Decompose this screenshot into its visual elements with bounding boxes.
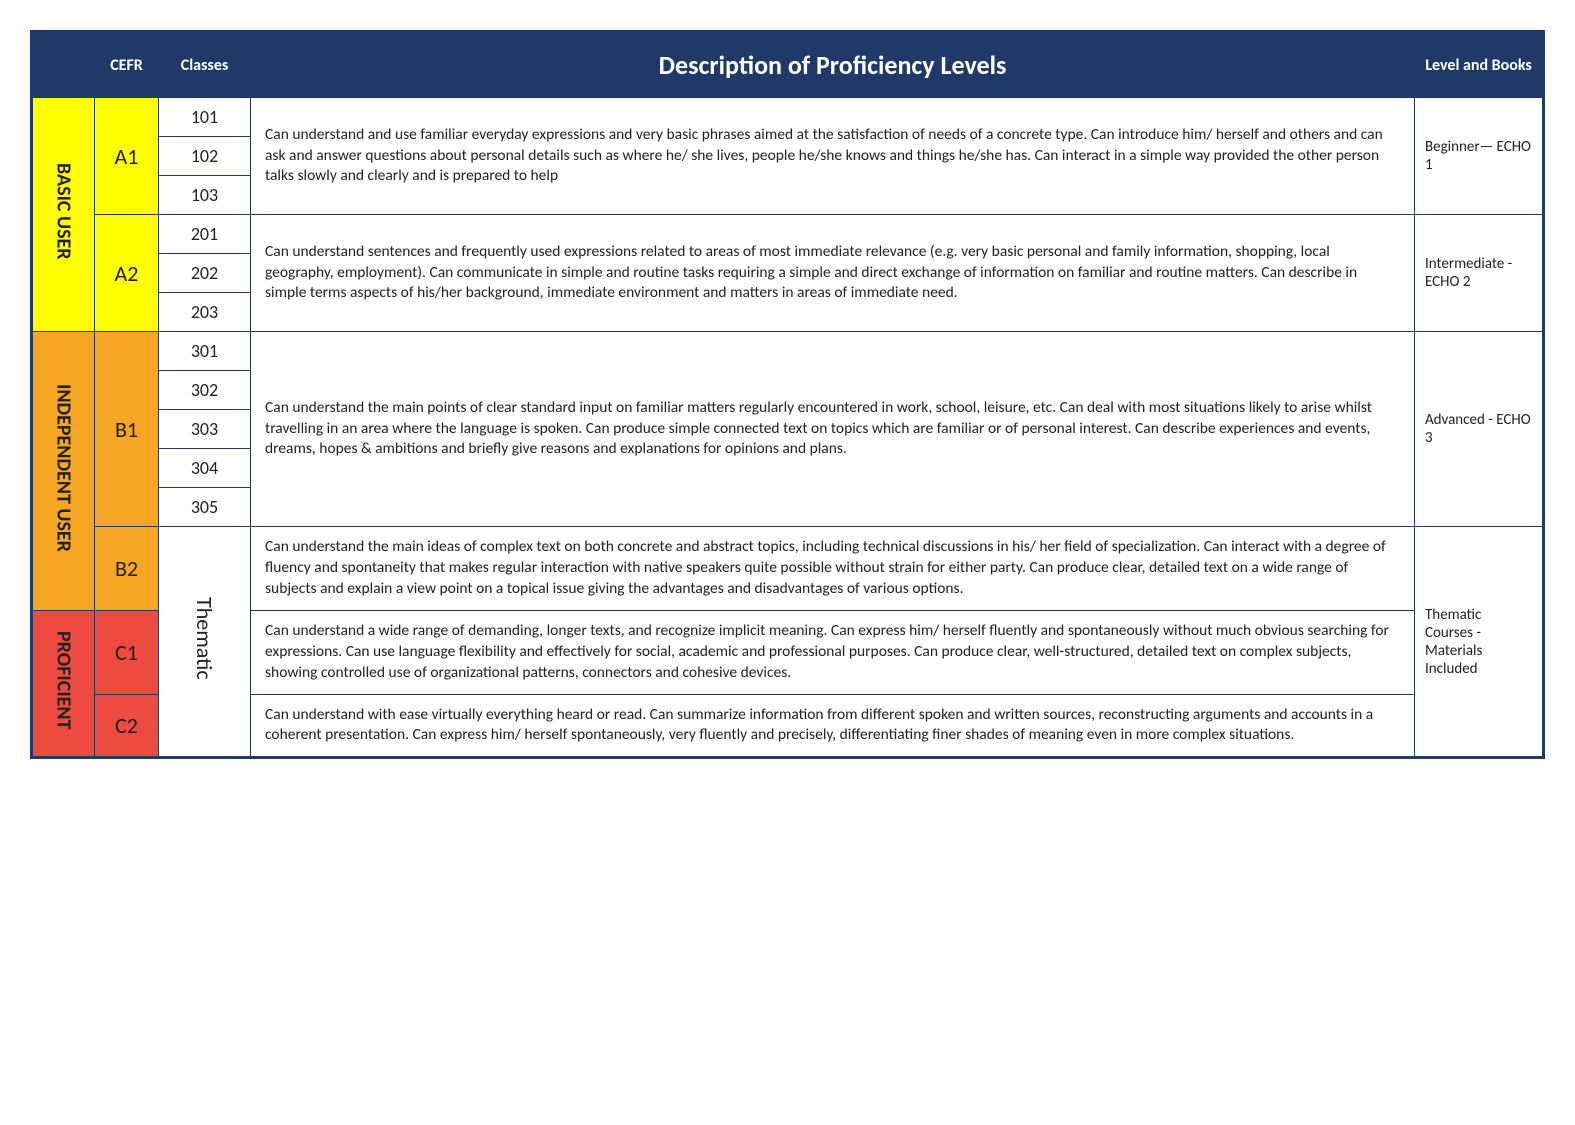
class-203: 203 [159,293,251,332]
desc-c2: Can understand with ease virtually every… [251,694,1415,757]
header-title: Description of Proficiency Levels [251,33,1415,98]
class-304: 304 [159,449,251,488]
desc-a2: Can understand sentences and frequently … [251,215,1415,332]
class-101: 101 [159,98,251,137]
book-thematic: Thematic Courses - Materials Included [1415,527,1543,757]
cefr-b1: B1 [95,332,159,527]
desc-b2: Can understand the main ideas of complex… [251,527,1415,611]
header-cefr: CEFR [95,33,159,98]
cefr-b2: B2 [95,527,159,611]
book-b1: Advanced - ECHO 3 [1415,332,1543,527]
user-proficient: PROFICIENT [33,610,95,757]
class-102: 102 [159,137,251,176]
proficiency-table: CEFR Classes Description of Proficiency … [30,30,1545,759]
header-books: Level and Books [1415,33,1543,98]
class-202: 202 [159,254,251,293]
book-a2: Intermediate - ECHO 2 [1415,215,1543,332]
header-blank [33,33,95,98]
header-classes: Classes [159,33,251,98]
class-103: 103 [159,176,251,215]
desc-b1: Can understand the main points of clear … [251,332,1415,527]
book-a1: Beginner— ECHO 1 [1415,98,1543,215]
cefr-c1: C1 [95,610,159,694]
class-thematic: Thematic [159,527,251,757]
header-row: CEFR Classes Description of Proficiency … [33,33,1543,98]
user-basic: BASIC USER [33,98,95,332]
desc-c1: Can understand a wide range of demanding… [251,610,1415,694]
class-301: 301 [159,332,251,371]
class-303: 303 [159,410,251,449]
cefr-a2: A2 [95,215,159,332]
class-302: 302 [159,371,251,410]
cefr-c2: C2 [95,694,159,757]
desc-a1: Can understand and use familiar everyday… [251,98,1415,215]
class-305: 305 [159,488,251,527]
cefr-a1: A1 [95,98,159,215]
user-independent: INDEPENDENT USER [33,332,95,611]
class-201: 201 [159,215,251,254]
